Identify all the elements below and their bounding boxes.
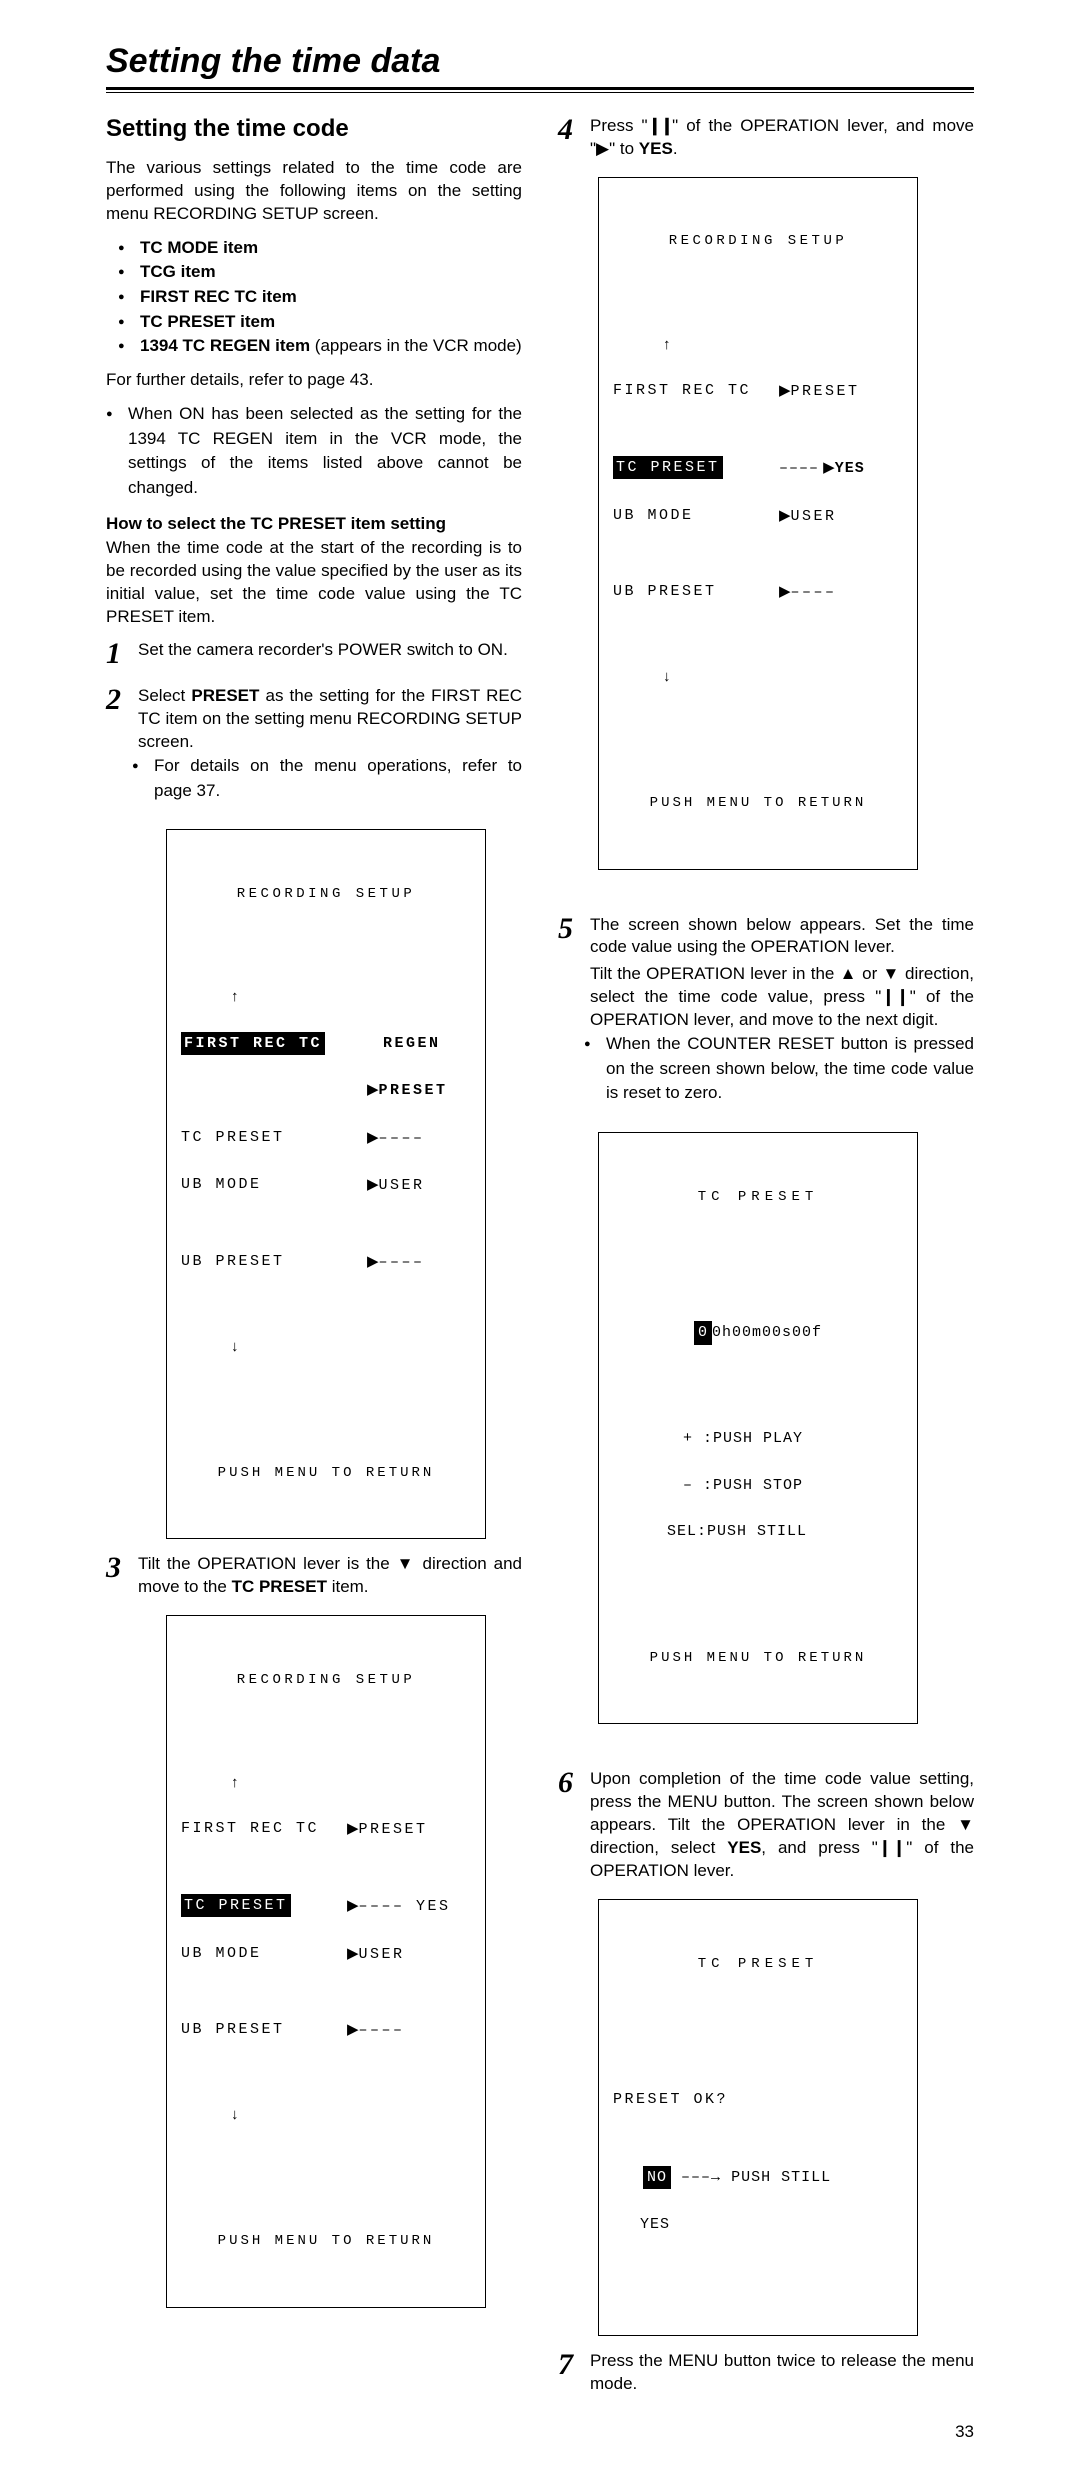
step-body: Upon completion of the time code value s… [590, 1768, 974, 1883]
list-item: TC MODE item [124, 236, 522, 261]
section-heading: Setting the time code [106, 115, 522, 143]
step-5: 5 The screen shown below appears. Set th… [558, 914, 974, 1117]
step-body: Set the camera recorder's POWER switch t… [138, 639, 522, 662]
note-list: When ON has been selected as the setting… [112, 402, 522, 501]
osd-title: RECORDING SETUP [599, 224, 917, 259]
osd-footer: PUSH MENU TO RETURN [599, 787, 917, 822]
rule-thick [106, 87, 974, 90]
step-number: 3 [106, 1553, 130, 1583]
step-number: 1 [106, 639, 130, 669]
note-item: When ON has been selected as the setting… [112, 402, 522, 501]
step-7: 7 Press the MENU button twice to release… [558, 2350, 974, 2396]
howto-para: When the time code at the start of the r… [106, 537, 522, 629]
chapter-title: Setting the time data [106, 42, 974, 81]
right-column: 4 Press "❙❙" of the OPERATION lever, and… [558, 115, 974, 2412]
osd-footer: PUSH MENU TO RETURN [599, 1642, 917, 1677]
step-body: Select PRESET as the setting for the FIR… [138, 685, 522, 813]
osd-title: RECORDING SETUP [167, 1663, 485, 1698]
item-list: TC MODE item TCG item FIRST REC TC item … [124, 236, 522, 359]
list-item-label: 1394 TC REGEN item [140, 336, 310, 355]
step-2: 2 Select PRESET as the setting for the F… [106, 685, 522, 813]
osd-screen-1: RECORDING SETUP ↑ FIRST REC TCREGEN ▶PRE… [166, 829, 486, 1539]
osd-footer: PUSH MENU TO RETURN [167, 1457, 485, 1492]
step-number: 7 [558, 2350, 582, 2380]
page-number: 33 [106, 2422, 974, 2442]
osd-screen-2: RECORDING SETUP ↑ FIRST REC TC▶PRESET TC… [166, 1615, 486, 2308]
list-item: 1394 TC REGEN item (appears in the VCR m… [124, 334, 522, 359]
list-item-tail: (appears in the VCR mode) [310, 336, 522, 355]
step-body: Press the MENU button twice to release t… [590, 2350, 974, 2396]
osd-screen-4: TC PRESET 00h00m00s00f + :PUSH PLAY – :P… [598, 1132, 918, 1724]
osd-title: TC PRESET [599, 1947, 917, 1982]
step-number: 4 [558, 115, 582, 145]
intro-para: The various settings related to the time… [106, 157, 522, 226]
list-item: TC PRESET item [124, 310, 522, 335]
list-item: TCG item [124, 260, 522, 285]
list-item: FIRST REC TC item [124, 285, 522, 310]
osd-screen-3: RECORDING SETUP ↑ FIRST REC TC▶PRESET TC… [598, 177, 918, 870]
left-column: Setting the time code The various settin… [106, 115, 522, 2412]
step-sub: When the COUNTER RESET button is pressed… [590, 1032, 974, 1106]
step-1: 1 Set the camera recorder's POWER switch… [106, 639, 522, 669]
step-3: 3 Tilt the OPERATION lever is the ▼ dire… [106, 1553, 522, 1599]
further-details: For further details, refer to page 43. [106, 369, 522, 392]
osd-title: RECORDING SETUP [167, 877, 485, 912]
step-number: 2 [106, 685, 130, 715]
osd-screen-5: TC PRESET PRESET OK? NO –––→ PUSH STILL … [598, 1899, 918, 2336]
step-number: 6 [558, 1768, 582, 1798]
step-4: 4 Press "❙❙" of the OPERATION lever, and… [558, 115, 974, 161]
step-body: The screen shown below appears. Set the … [590, 914, 974, 1117]
step-body: Tilt the OPERATION lever is the ▼ direct… [138, 1553, 522, 1599]
step-6: 6 Upon completion of the time code value… [558, 1768, 974, 1883]
step-number: 5 [558, 914, 582, 944]
osd-footer: PUSH MENU TO RETURN [167, 2225, 485, 2260]
howto-heading: How to select the TC PRESET item setting [106, 513, 522, 536]
step-body: Press "❙❙" of the OPERATION lever, and m… [590, 115, 974, 161]
step-sub: For details on the menu operations, refe… [138, 754, 522, 803]
osd-title: TC PRESET [599, 1180, 917, 1215]
rule-thin [106, 92, 974, 93]
